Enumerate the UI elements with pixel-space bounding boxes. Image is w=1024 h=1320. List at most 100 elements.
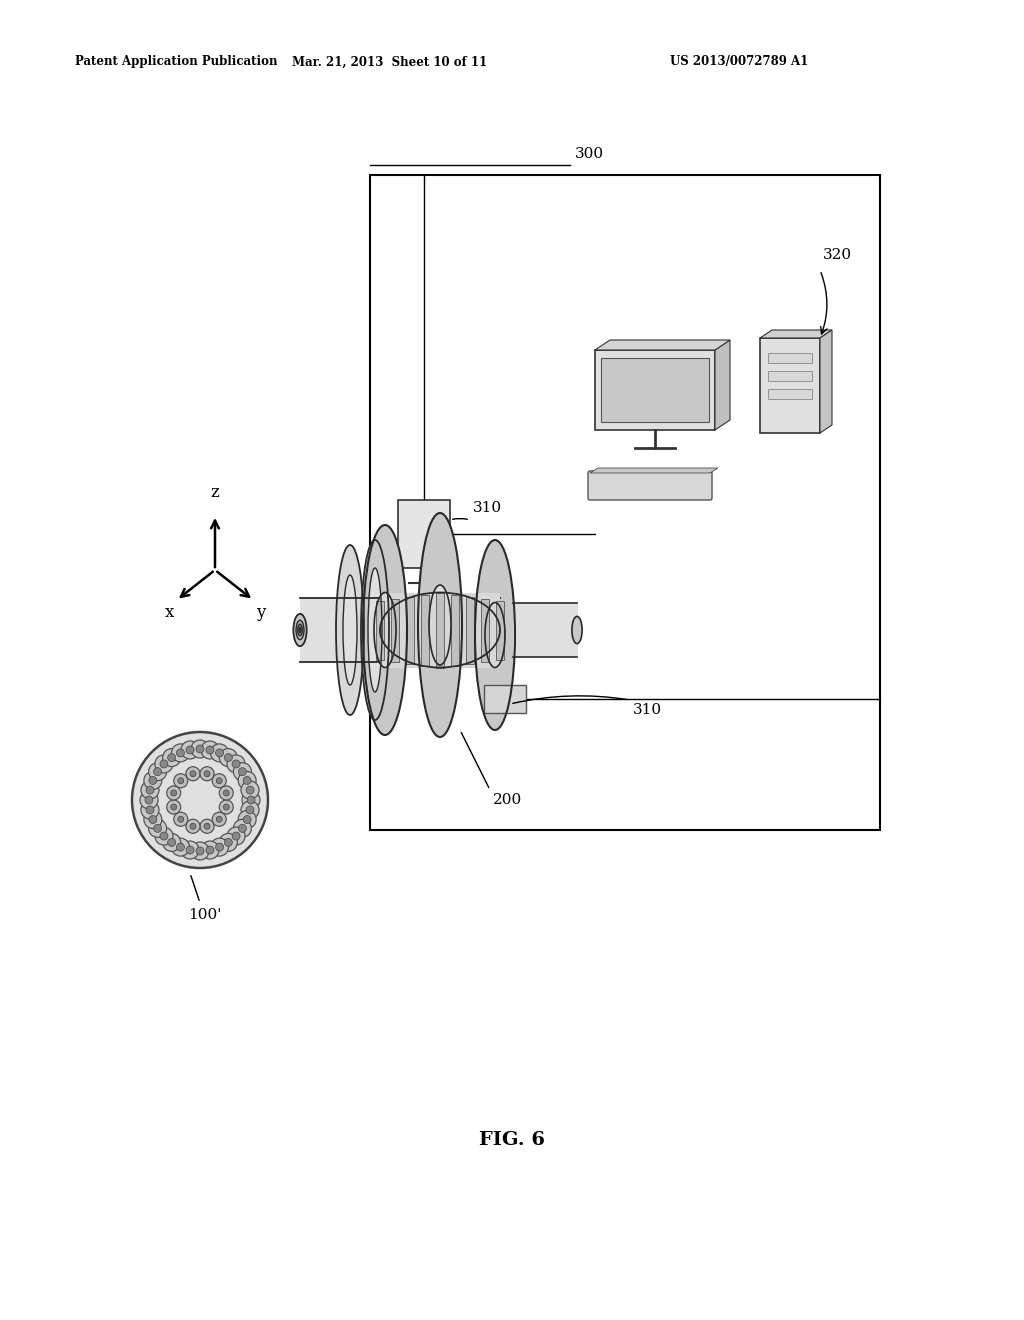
Circle shape: [219, 833, 238, 851]
Circle shape: [171, 804, 177, 810]
Circle shape: [186, 746, 195, 754]
Circle shape: [141, 801, 159, 818]
Circle shape: [171, 744, 189, 762]
Circle shape: [154, 768, 162, 776]
Text: 320: 320: [823, 248, 852, 261]
Bar: [436, 593, 444, 668]
Bar: [380, 593, 500, 668]
Bar: [513, 603, 578, 657]
Circle shape: [191, 741, 209, 758]
Circle shape: [148, 816, 157, 824]
Bar: [466, 597, 474, 664]
Ellipse shape: [293, 614, 306, 647]
Bar: [300, 598, 500, 663]
Circle shape: [174, 774, 187, 788]
Bar: [376, 601, 384, 660]
Circle shape: [224, 838, 232, 846]
Bar: [601, 358, 709, 422]
Circle shape: [178, 816, 183, 822]
Bar: [768, 389, 812, 399]
Circle shape: [224, 754, 232, 762]
Circle shape: [201, 841, 219, 859]
Circle shape: [232, 760, 240, 768]
Circle shape: [148, 763, 167, 780]
Bar: [760, 338, 820, 433]
Circle shape: [191, 842, 209, 861]
Text: x: x: [165, 605, 174, 622]
Circle shape: [167, 785, 180, 800]
Circle shape: [132, 733, 268, 869]
Circle shape: [223, 789, 229, 796]
Circle shape: [204, 824, 210, 829]
Polygon shape: [760, 330, 831, 338]
Ellipse shape: [374, 593, 396, 668]
Circle shape: [232, 832, 240, 840]
Ellipse shape: [418, 513, 462, 737]
Circle shape: [223, 804, 229, 810]
Circle shape: [146, 785, 154, 795]
Circle shape: [196, 744, 204, 752]
Text: 310: 310: [633, 704, 663, 717]
Circle shape: [246, 807, 254, 814]
Circle shape: [178, 777, 183, 784]
Circle shape: [174, 812, 187, 826]
Circle shape: [186, 820, 200, 833]
Bar: [391, 599, 399, 663]
Polygon shape: [820, 330, 831, 433]
Circle shape: [144, 810, 162, 829]
Text: Patent Application Publication: Patent Application Publication: [75, 55, 278, 69]
Ellipse shape: [298, 624, 302, 636]
Circle shape: [206, 746, 214, 754]
Circle shape: [155, 755, 173, 774]
Circle shape: [176, 843, 184, 851]
Circle shape: [212, 774, 226, 788]
Circle shape: [211, 838, 228, 857]
Ellipse shape: [475, 540, 515, 730]
Circle shape: [176, 748, 184, 756]
Circle shape: [239, 810, 256, 829]
Circle shape: [144, 771, 162, 789]
Circle shape: [233, 763, 252, 780]
Circle shape: [243, 816, 251, 824]
Circle shape: [181, 841, 199, 859]
Circle shape: [215, 748, 223, 756]
Polygon shape: [595, 341, 730, 350]
Bar: [768, 371, 812, 381]
Circle shape: [163, 833, 180, 851]
Circle shape: [246, 785, 254, 795]
Bar: [406, 597, 414, 664]
Ellipse shape: [368, 568, 382, 692]
Ellipse shape: [571, 616, 582, 644]
Text: US 2013/0072789 A1: US 2013/0072789 A1: [670, 55, 808, 69]
Circle shape: [171, 838, 189, 857]
Text: 200: 200: [493, 793, 522, 807]
Bar: [398, 500, 450, 568]
Circle shape: [160, 832, 168, 840]
Circle shape: [219, 748, 238, 767]
Ellipse shape: [299, 627, 301, 632]
Circle shape: [186, 767, 200, 780]
Circle shape: [215, 843, 223, 851]
Circle shape: [140, 791, 158, 809]
Circle shape: [201, 741, 219, 759]
Circle shape: [239, 768, 247, 776]
Circle shape: [146, 807, 154, 814]
Circle shape: [206, 846, 214, 854]
Circle shape: [204, 771, 210, 776]
Bar: [768, 352, 812, 363]
Text: z: z: [211, 484, 219, 502]
Bar: [451, 595, 459, 667]
Circle shape: [154, 824, 162, 833]
Bar: [595, 350, 715, 430]
Circle shape: [200, 767, 214, 780]
Circle shape: [145, 796, 153, 804]
Circle shape: [168, 838, 176, 846]
Circle shape: [181, 741, 199, 759]
Circle shape: [243, 776, 251, 784]
Circle shape: [163, 748, 180, 767]
Circle shape: [171, 789, 177, 796]
Circle shape: [141, 781, 159, 799]
Circle shape: [239, 771, 256, 789]
Circle shape: [211, 744, 228, 762]
Circle shape: [233, 820, 252, 837]
